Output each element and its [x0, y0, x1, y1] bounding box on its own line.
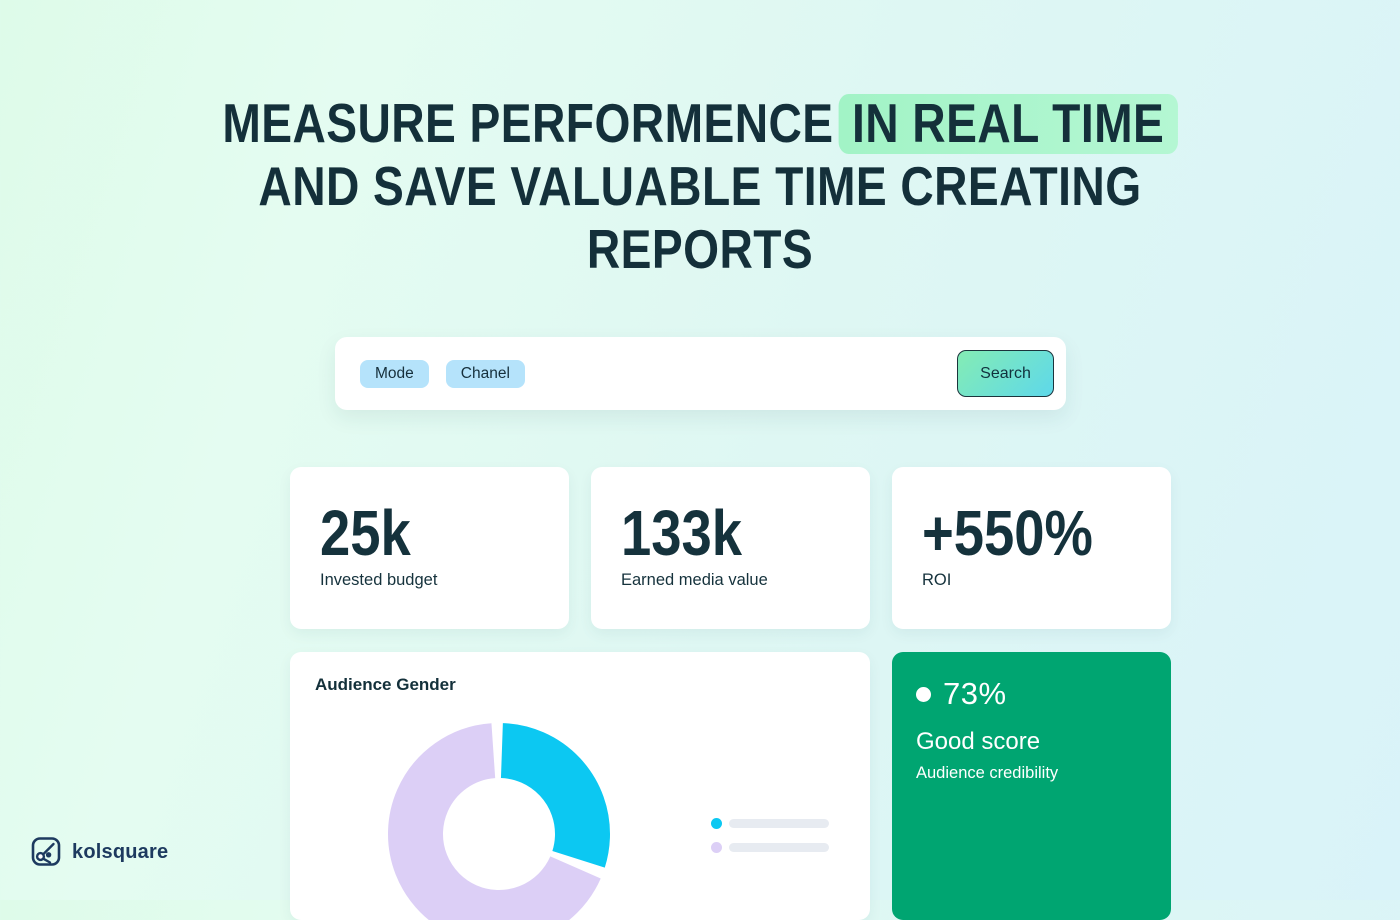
heading-line1-text: MEASURE PERFORMENCE [222, 92, 834, 154]
score-title: Good score [916, 728, 1041, 755]
legend-label-placeholder [729, 843, 829, 852]
page-title: MEASURE PERFORMENCE IN REAL TIME AND SAVE… [0, 92, 1400, 281]
stats-row: 25k Invested budget 133k Earned media va… [290, 467, 1171, 629]
kolsquare-logo-text: kolsquare [72, 840, 169, 863]
stat-card-roi: +550% ROI [892, 467, 1171, 629]
score-value: 73% [943, 676, 1007, 711]
stat-value: +550% [922, 497, 1093, 569]
legend-item [711, 842, 829, 853]
kolsquare-logo: kolsquare [30, 835, 168, 869]
stat-label: ROI [922, 571, 952, 589]
heading-line-2: AND SAVE VALUABLE TIME CREATING [258, 155, 1142, 217]
audience-gender-title: Audience Gender [315, 675, 456, 694]
legend-item [711, 818, 829, 829]
legend-dot-cyan [711, 818, 722, 829]
legend-label-placeholder [729, 819, 829, 828]
audience-gender-card: Audience Gender [290, 652, 870, 920]
stat-card-invested-budget: 25k Invested budget [290, 467, 569, 629]
stat-card-earned-media-value: 133k Earned media value [591, 467, 870, 629]
page: MEASURE PERFORMENCE IN REAL TIME AND SAVE… [0, 92, 1400, 920]
heading-highlight: IN REAL TIME [838, 94, 1178, 154]
heading-line-3: REPORTS [586, 218, 814, 280]
audience-credibility-card: 73% Good score Audience credibility [892, 652, 1171, 920]
chart-legend [711, 818, 829, 866]
score-subtitle: Audience credibility [916, 764, 1059, 782]
stat-label: Earned media value [621, 571, 768, 589]
filter-chip-mode[interactable]: Mode [360, 359, 429, 388]
search-button[interactable]: Search [957, 350, 1054, 397]
audience-gender-donut-chart [388, 723, 610, 920]
legend-dot-lavender [711, 842, 722, 853]
search-bar[interactable]: Mode Chanel Search [335, 337, 1066, 410]
score-row: 73% [916, 676, 1153, 712]
stat-label: Invested budget [320, 571, 438, 589]
filter-chip-chanel[interactable]: Chanel [445, 359, 525, 388]
status-dot-icon [916, 686, 931, 702]
stat-value: 133k [621, 497, 743, 569]
stat-value: 25k [320, 497, 411, 569]
kolsquare-logo-icon [31, 837, 61, 866]
heading-line-1: MEASURE PERFORMENCE IN REAL TIME [112, 92, 1288, 155]
